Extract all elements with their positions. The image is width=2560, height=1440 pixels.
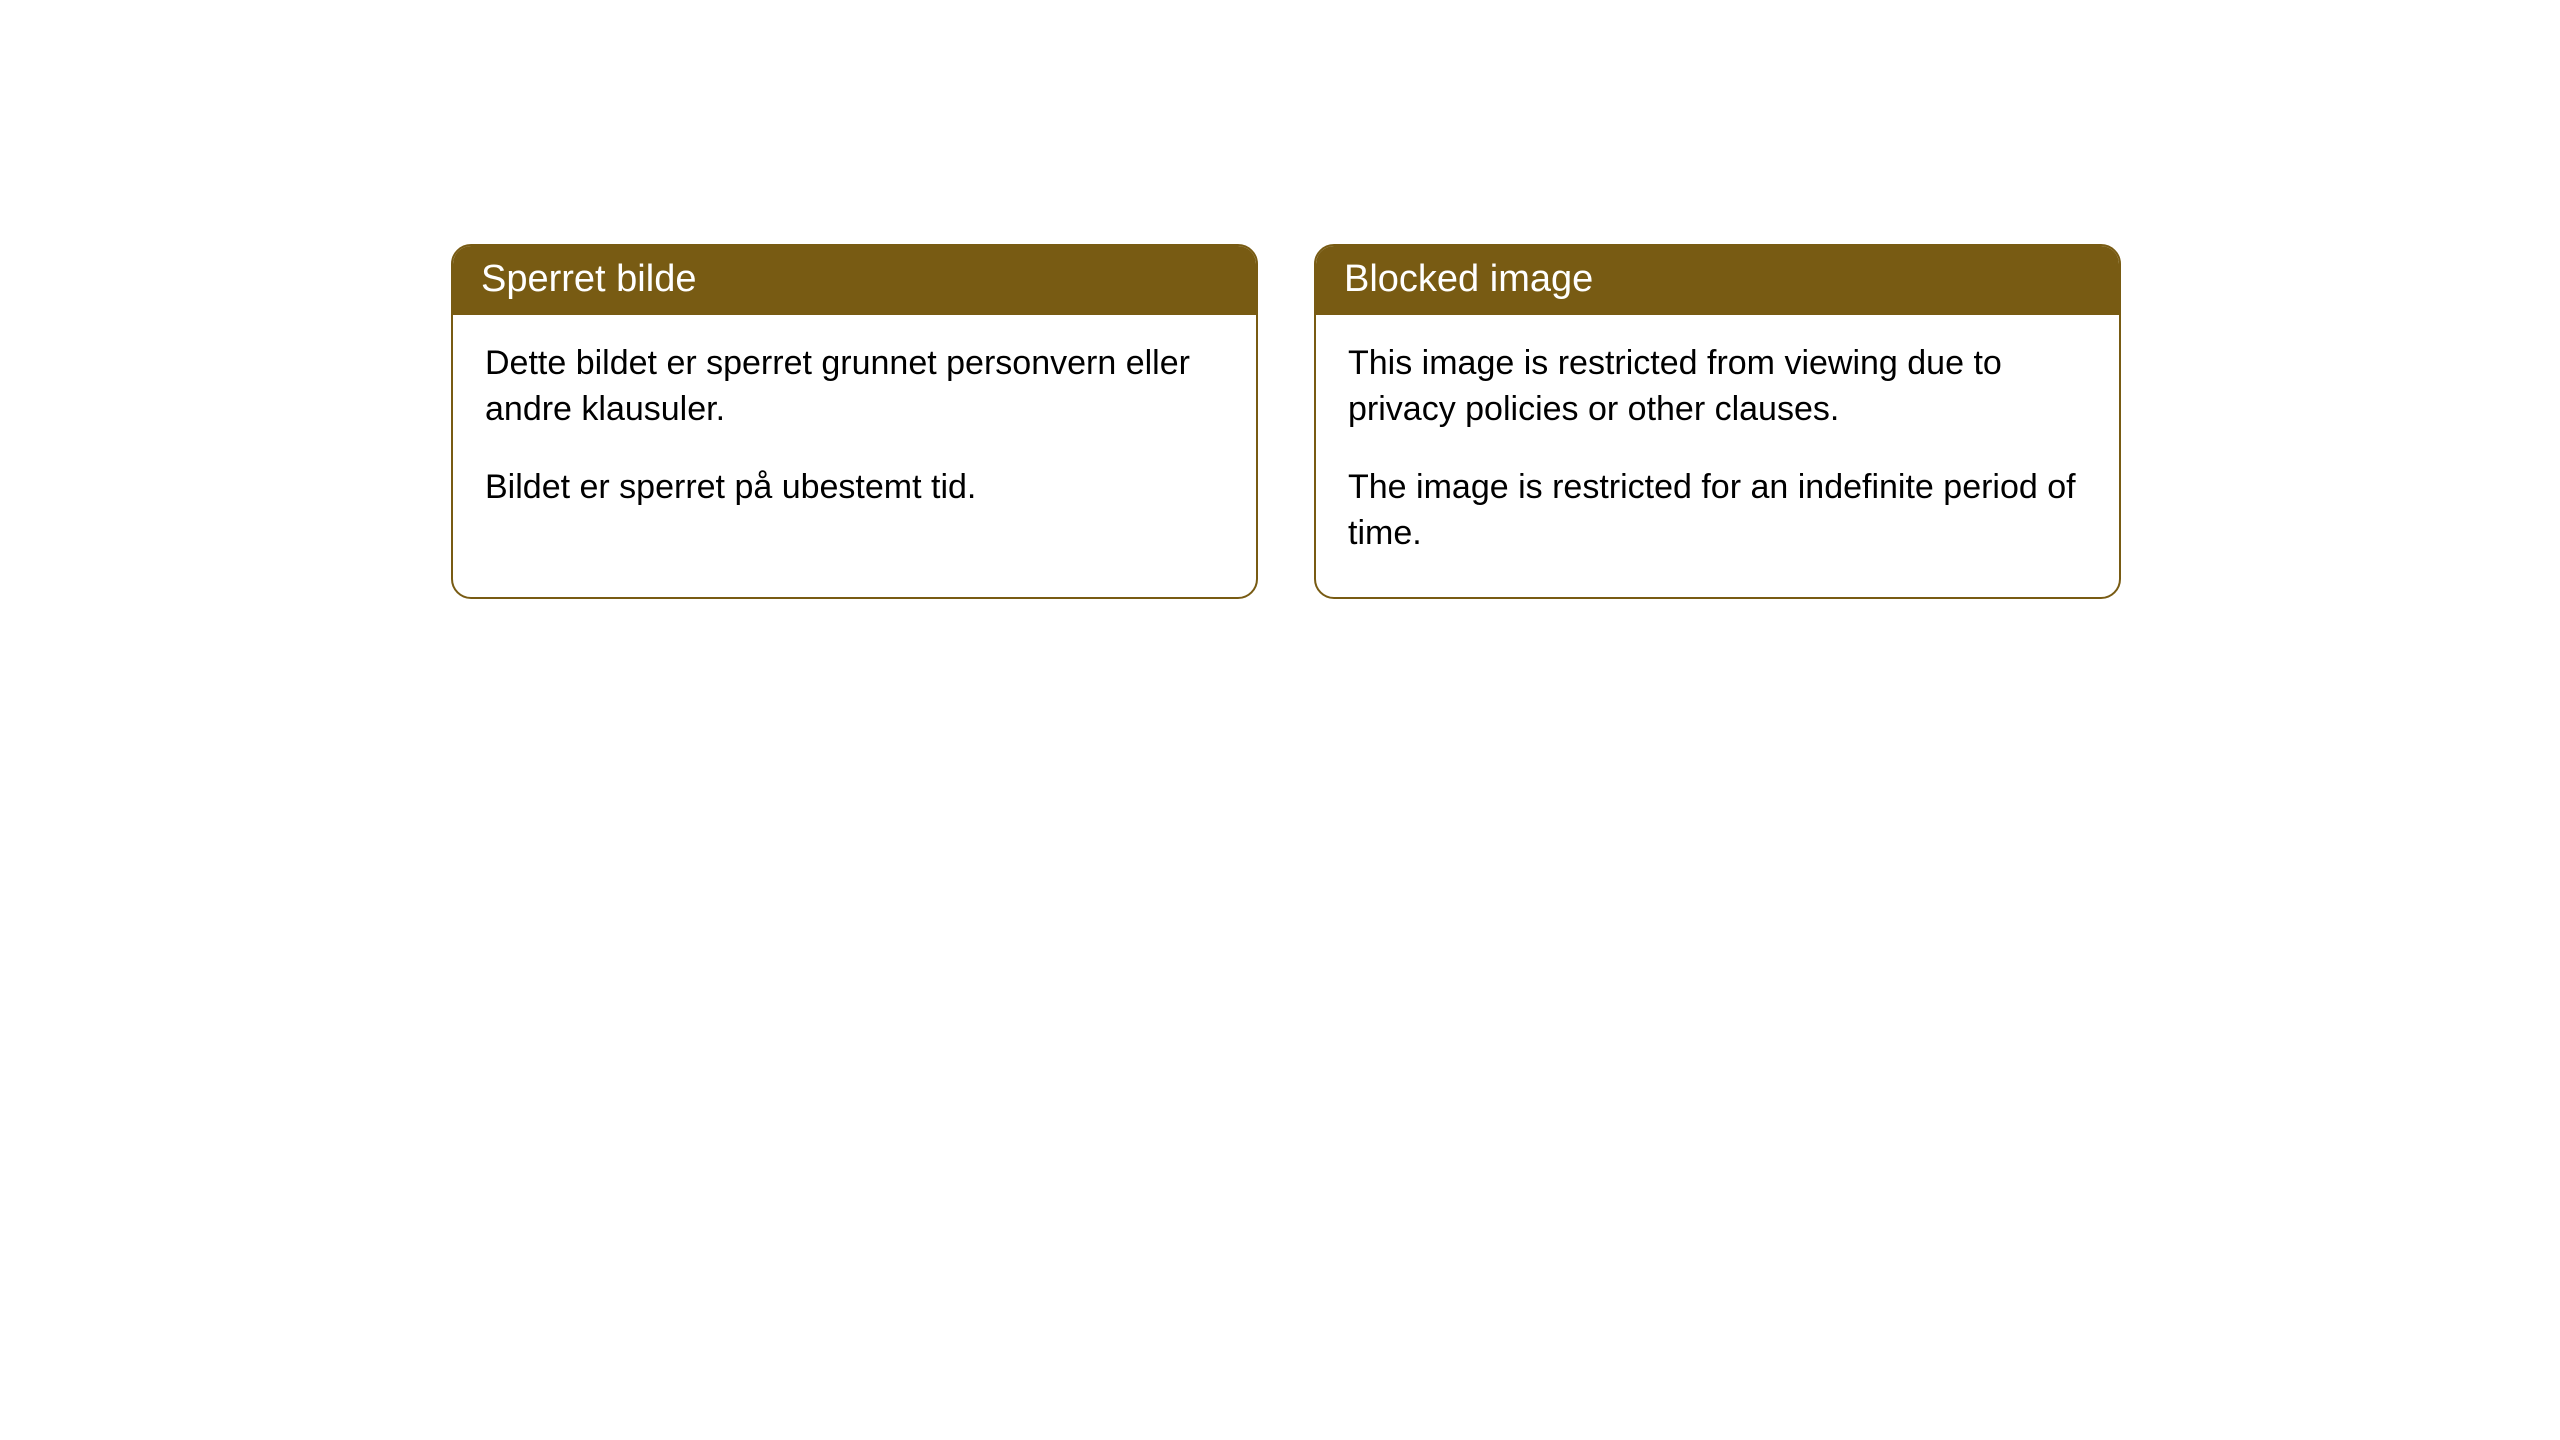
card-paragraph-1-en: This image is restricted from viewing du…: [1348, 341, 2087, 433]
card-title-no: Sperret bilde: [453, 246, 1256, 315]
card-paragraph-1-no: Dette bildet er sperret grunnet personve…: [485, 341, 1224, 433]
blocked-image-card-no: Sperret bilde Dette bildet er sperret gr…: [451, 244, 1258, 599]
notice-cards-container: Sperret bilde Dette bildet er sperret gr…: [0, 0, 2560, 599]
card-body-en: This image is restricted from viewing du…: [1316, 315, 2119, 597]
card-paragraph-2-en: The image is restricted for an indefinit…: [1348, 465, 2087, 557]
blocked-image-card-en: Blocked image This image is restricted f…: [1314, 244, 2121, 599]
card-title-en: Blocked image: [1316, 246, 2119, 315]
card-paragraph-2-no: Bildet er sperret på ubestemt tid.: [485, 465, 1224, 511]
card-body-no: Dette bildet er sperret grunnet personve…: [453, 315, 1256, 551]
